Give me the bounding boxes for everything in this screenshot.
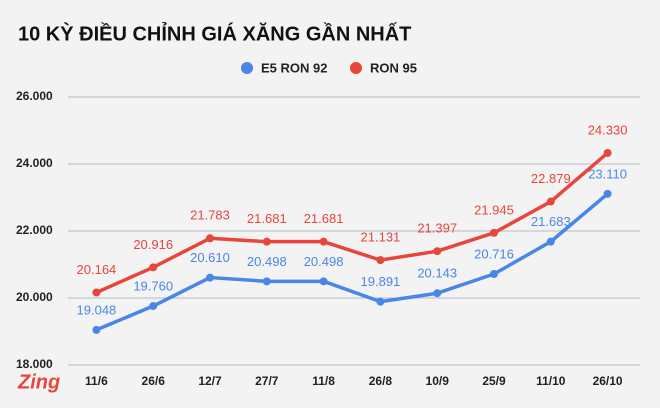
legend-label: E5 RON 92 bbox=[261, 60, 327, 75]
x-tick-label: 25/9 bbox=[482, 374, 506, 388]
y-tick-label: 18.000 bbox=[16, 357, 53, 371]
y-tick-label: 22.000 bbox=[16, 223, 53, 237]
point bbox=[92, 325, 101, 334]
point bbox=[490, 270, 498, 279]
value-label: 20.498 bbox=[247, 254, 287, 269]
point bbox=[433, 247, 442, 256]
series-line bbox=[95, 151, 609, 295]
x-tick-label: 10/9 bbox=[426, 374, 450, 388]
point bbox=[546, 237, 555, 246]
series-line bbox=[95, 192, 609, 332]
point bbox=[490, 228, 498, 237]
point bbox=[149, 263, 158, 272]
x-tick-label: 12/7 bbox=[198, 374, 222, 388]
value-label: 21.683 bbox=[531, 214, 571, 229]
value-label: 22.879 bbox=[531, 171, 571, 186]
x-tick-label: 11/10 bbox=[536, 374, 566, 388]
point bbox=[603, 189, 612, 198]
value-label: 19.891 bbox=[361, 274, 401, 289]
x-tick-label: 27/7 bbox=[255, 374, 279, 388]
value-label: 23.110 bbox=[588, 166, 627, 181]
value-label: 21.131 bbox=[361, 230, 401, 245]
point bbox=[206, 234, 214, 243]
point bbox=[319, 237, 328, 246]
y-tick-label: 26.000 bbox=[16, 89, 53, 103]
x-tick-label: 26/10 bbox=[593, 374, 623, 388]
x-tick-label: 26/6 bbox=[142, 374, 166, 388]
value-label: 19.760 bbox=[133, 278, 173, 293]
value-label: 20.610 bbox=[190, 250, 230, 265]
legend-marker bbox=[350, 62, 362, 74]
point bbox=[376, 256, 385, 265]
legend-label: RON 95 bbox=[370, 60, 417, 75]
point bbox=[149, 302, 158, 311]
x-tick-label: 11/6 bbox=[85, 374, 108, 388]
value-label: 20.164 bbox=[77, 262, 117, 277]
chart-title: 10 KỲ ĐIỀU CHỈNH GIÁ XĂNG GẦN NHẤT bbox=[18, 21, 411, 45]
value-label: 21.397 bbox=[417, 221, 457, 236]
point bbox=[546, 197, 555, 206]
value-label: 21.783 bbox=[190, 208, 230, 223]
point bbox=[206, 273, 214, 282]
value-label: 20.916 bbox=[133, 237, 173, 252]
value-label: 20.498 bbox=[304, 254, 344, 269]
value-label: 20.143 bbox=[417, 266, 457, 281]
logo: Zing bbox=[17, 371, 60, 393]
x-tick-label: 11/8 bbox=[312, 374, 335, 388]
point bbox=[376, 297, 385, 306]
point bbox=[262, 237, 271, 246]
value-label: 21.681 bbox=[247, 211, 287, 226]
y-tick-label: 24.000 bbox=[16, 156, 53, 170]
value-label: 19.048 bbox=[77, 302, 117, 317]
legend-marker bbox=[241, 62, 253, 74]
value-label: 20.716 bbox=[474, 246, 514, 261]
value-label: 24.330 bbox=[588, 122, 628, 137]
point bbox=[433, 289, 442, 298]
point bbox=[92, 288, 101, 297]
value-label: 21.945 bbox=[474, 202, 514, 217]
point bbox=[603, 148, 612, 157]
point bbox=[262, 277, 271, 286]
x-tick-label: 26/8 bbox=[369, 374, 393, 388]
point bbox=[319, 277, 328, 286]
y-tick-label: 20.000 bbox=[16, 290, 53, 304]
value-label: 21.681 bbox=[304, 211, 344, 226]
